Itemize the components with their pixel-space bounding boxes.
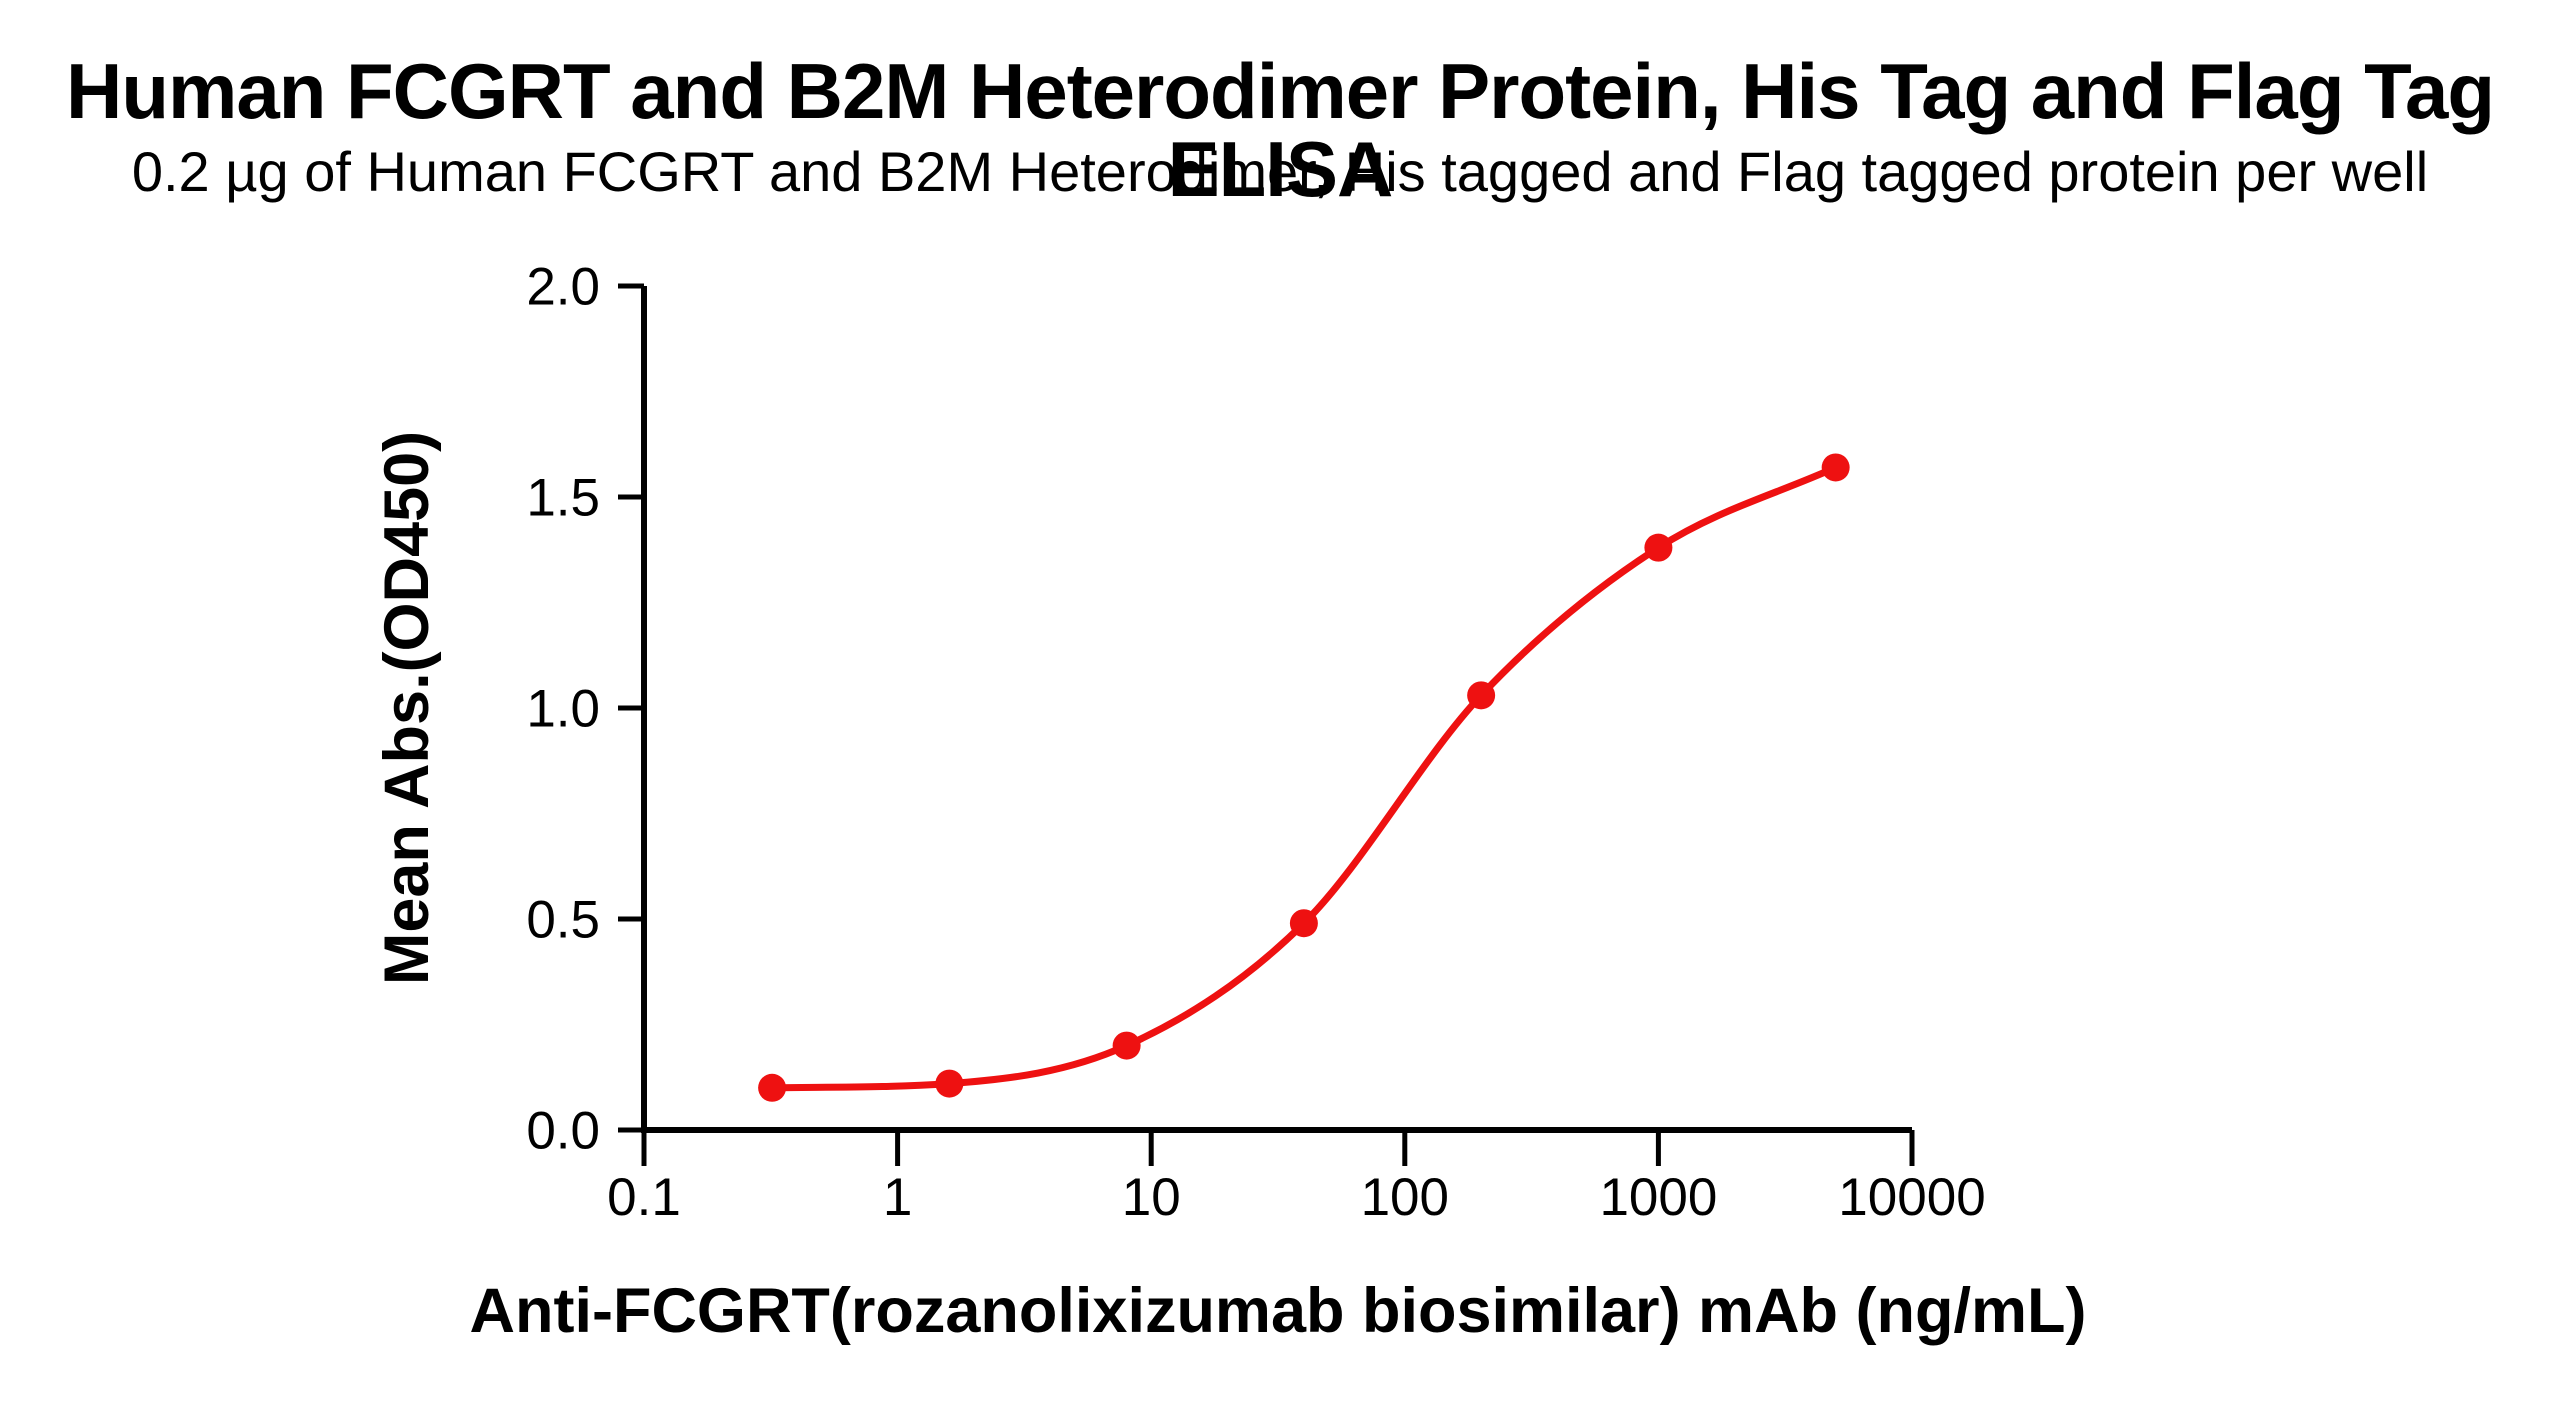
x-tick-label: 100 <box>1361 1168 1449 1227</box>
y-axis-title: Mean Abs.(OD450) <box>372 431 442 985</box>
y-tick-label: 0.0 <box>526 1102 600 1161</box>
y-tick-label: 0.5 <box>526 891 600 950</box>
data-point <box>935 1069 964 1098</box>
chart-subtitle: 0.2 µg of Human FCGRT and B2M Heterodime… <box>131 140 2429 203</box>
data-point <box>1467 681 1496 710</box>
data-point <box>1112 1031 1141 1060</box>
x-tick-label: 10000 <box>1838 1168 1985 1227</box>
chart-title: Human FCGRT and B2M Heterodimer Protein,… <box>65 47 2495 213</box>
y-tick-label: 1.5 <box>526 469 600 528</box>
x-tick-label: 10 <box>1122 1168 1181 1227</box>
x-tick-label: 1 <box>883 1168 912 1227</box>
data-point <box>1644 533 1673 562</box>
x-tick-label: 0.1 <box>607 1168 681 1227</box>
x-axis-title: Anti-FCGRT(rozanolixizumab biosimilar) m… <box>470 1276 2087 1346</box>
y-tick-label: 1.0 <box>526 680 600 739</box>
data-point <box>758 1073 787 1102</box>
fit-curve <box>768 463 1840 1092</box>
data-point <box>1821 453 1850 482</box>
x-tick-label: 1000 <box>1599 1168 1717 1227</box>
data-point <box>1289 909 1318 938</box>
y-tick-label: 2.0 <box>526 258 600 317</box>
